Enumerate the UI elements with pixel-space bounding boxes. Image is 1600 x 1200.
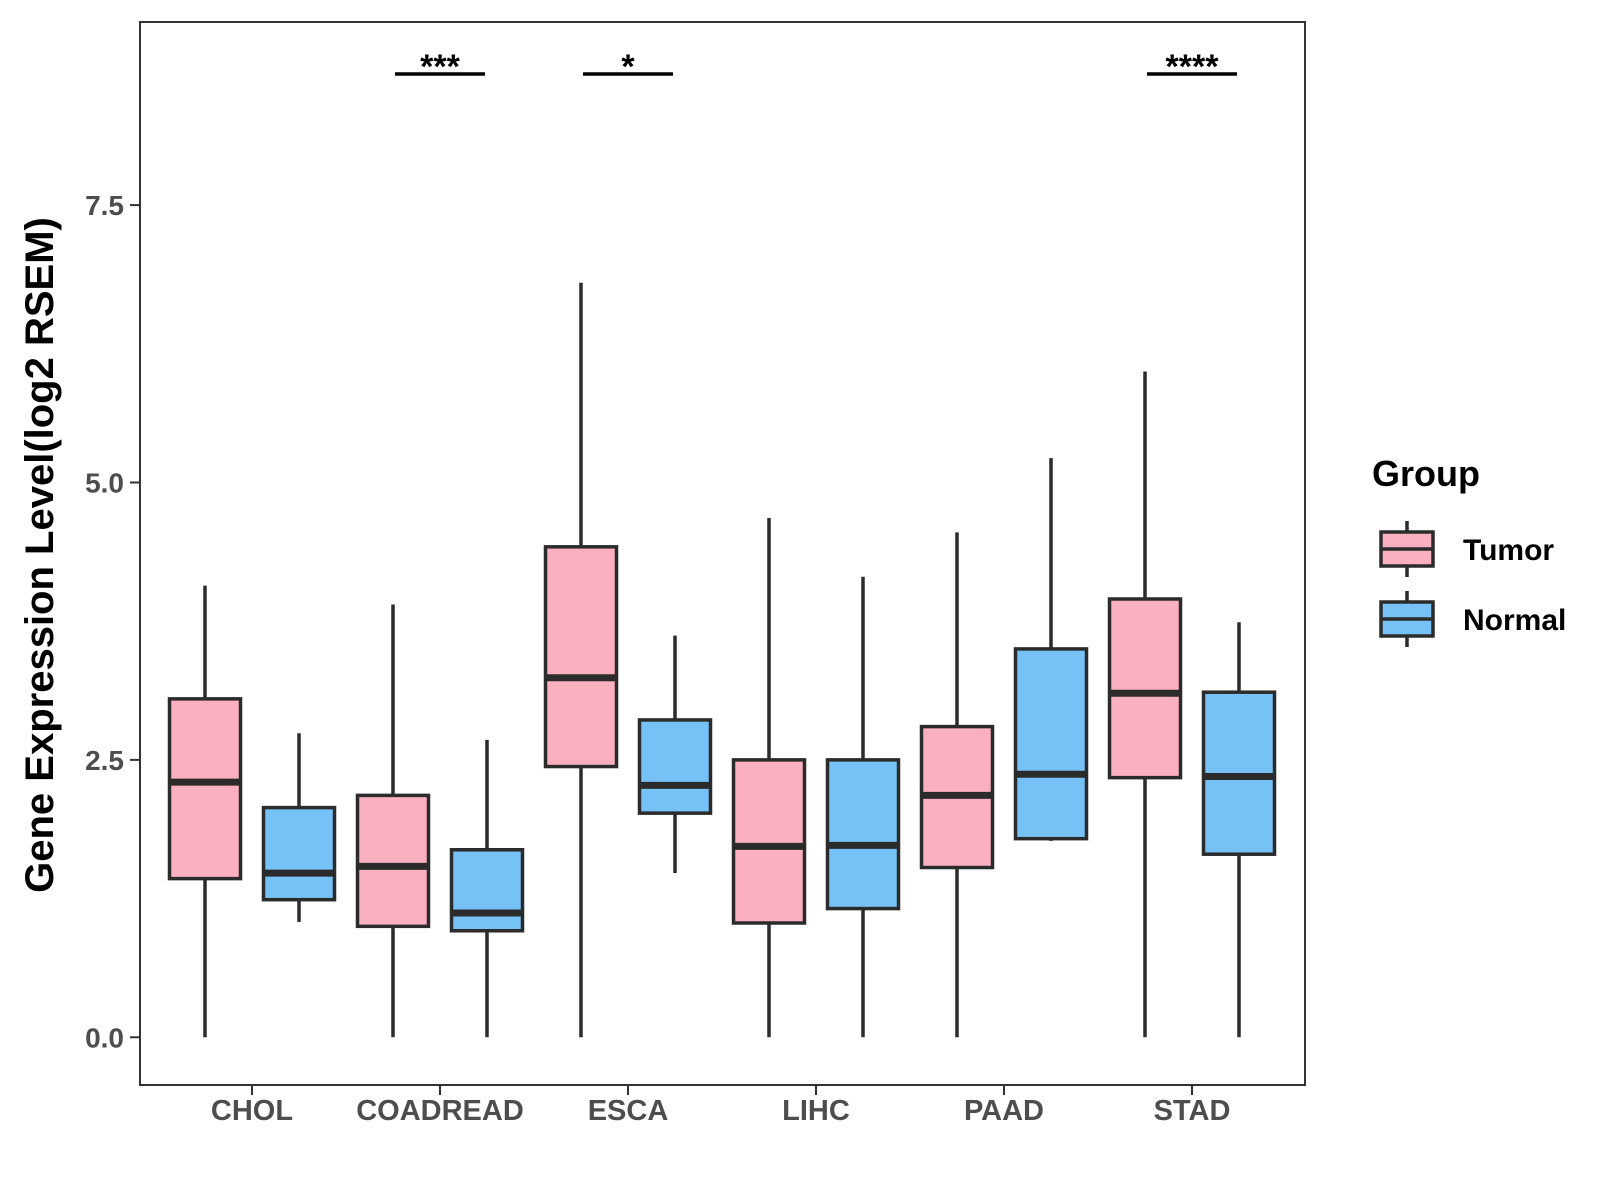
significance-label: *** — [420, 48, 460, 86]
plot-panel-border — [139, 21, 1306, 1086]
x-tick-label-lihc: LIHC — [782, 1095, 850, 1127]
x-tick-label-stad: STAD — [1154, 1095, 1231, 1127]
x-tick-label-esca: ESCA — [588, 1095, 669, 1127]
box-lihc-tumor — [731, 517, 807, 1038]
significance-label: **** — [1166, 48, 1220, 86]
box-body — [543, 545, 619, 769]
significance-stad: **** — [1147, 48, 1237, 86]
box-body — [825, 758, 901, 911]
x-tick-label-paad: PAAD — [964, 1095, 1044, 1127]
x-tick-label-coadread: COADREAD — [356, 1095, 524, 1127]
box-esca-tumor — [543, 282, 619, 1038]
box-coadread-tumor — [355, 604, 431, 1038]
legend-item-tumor: Tumor — [1379, 521, 1554, 577]
y-axis-title: Gene Expression Level(log2 RSEM) — [18, 217, 62, 893]
box-stad-normal — [1201, 622, 1277, 1038]
x-tick-label-chol: CHOL — [211, 1095, 293, 1127]
box-paad-tumor — [919, 532, 995, 1038]
legend-title: Group — [1372, 453, 1480, 494]
box-stad-tumor — [1107, 371, 1183, 1038]
y-tick-label: 5.0 — [85, 467, 124, 498]
box-body — [449, 848, 525, 933]
legend-item-normal: Normal — [1379, 591, 1566, 647]
box-body — [1013, 647, 1089, 841]
significance-esca: * — [583, 48, 673, 86]
box-paad-normal — [1013, 458, 1089, 841]
x-axis: CHOL COADREAD ESCA LIHC PAAD STAD — [211, 1085, 1230, 1127]
box-esca-normal — [637, 635, 713, 874]
significance-coadread: *** — [395, 48, 485, 86]
y-tick-label: 2.5 — [85, 745, 124, 776]
significance-label: * — [621, 48, 635, 86]
box-body — [355, 793, 431, 929]
legend-label-normal: Normal — [1463, 604, 1566, 637]
y-axis: 0.0 2.5 5.0 7.5 — [85, 190, 140, 1053]
box-chol-tumor — [167, 585, 243, 1038]
box-lihc-normal — [825, 576, 901, 1038]
box-body — [261, 805, 337, 902]
y-tick-label: 0.0 — [85, 1022, 124, 1053]
legend-items: Tumor Normal — [1379, 521, 1566, 647]
box-chol-normal — [261, 733, 337, 922]
box-body — [731, 758, 807, 925]
box-body — [1107, 597, 1183, 780]
legend-label-tumor: Tumor — [1463, 534, 1554, 567]
box-coadread-normal — [449, 739, 525, 1038]
box-body — [167, 697, 243, 881]
y-tick-label: 7.5 — [85, 190, 124, 221]
legend: Group Tumor Normal — [1372, 453, 1566, 647]
plot-content: *** * **** — [167, 48, 1277, 1038]
box-body — [637, 718, 713, 815]
